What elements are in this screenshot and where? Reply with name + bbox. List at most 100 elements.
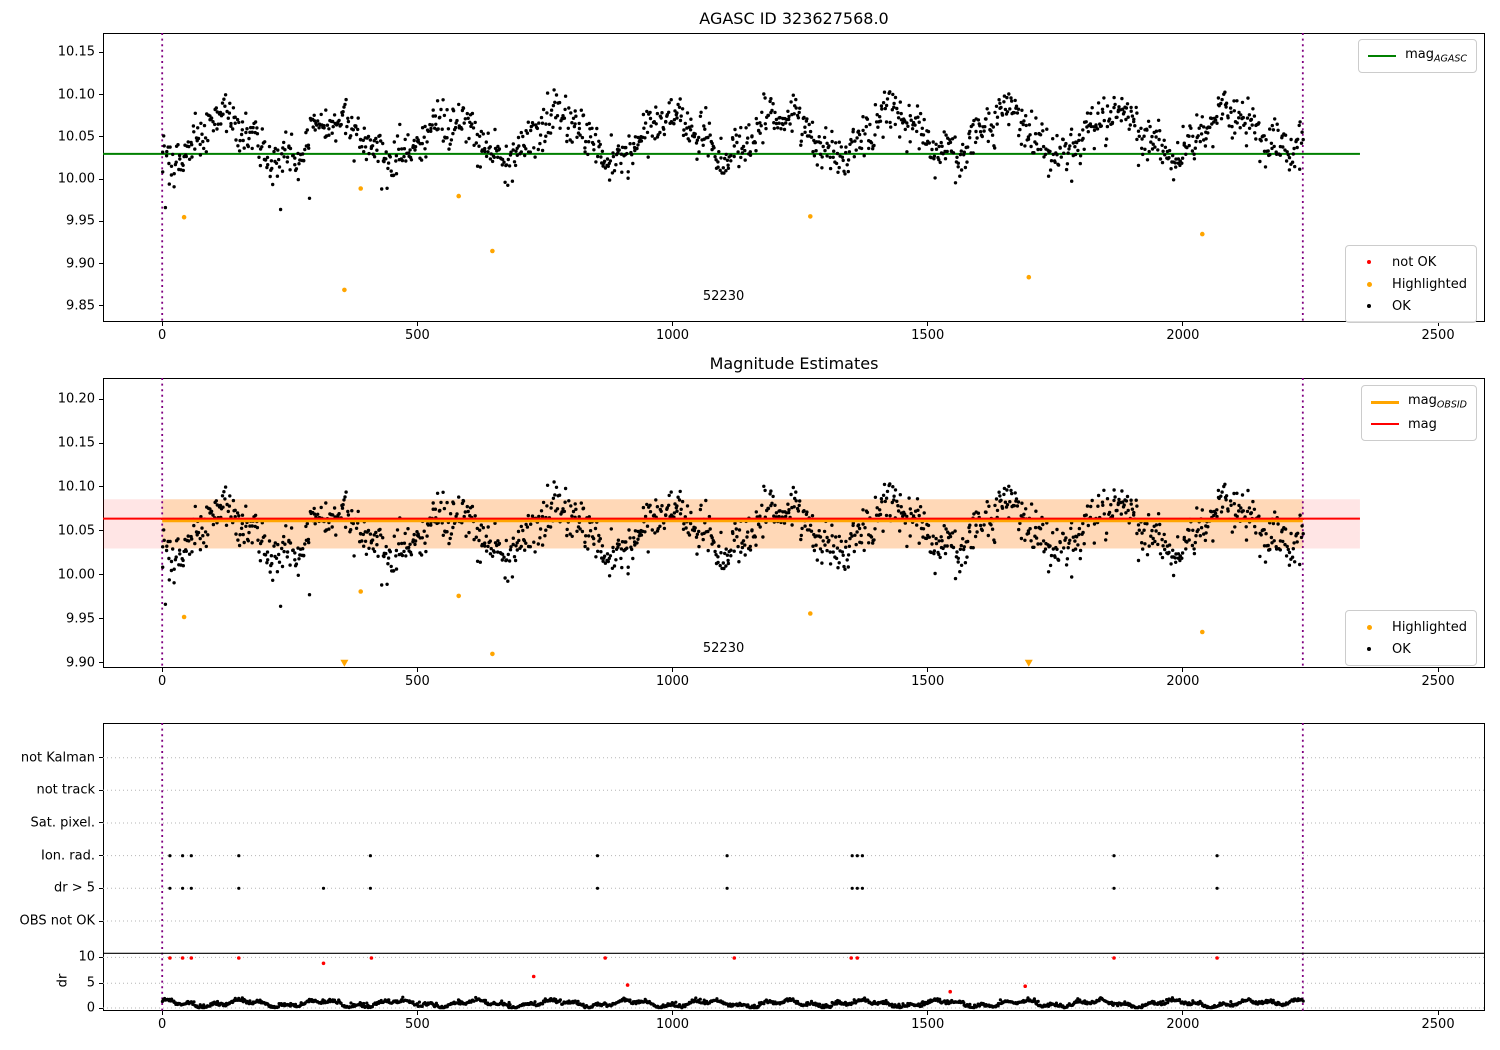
x-tick-mark [161, 322, 163, 326]
y-tick-mark [99, 178, 103, 180]
x-tick-label: 2500 [1421, 1017, 1455, 1032]
x-tick-label: 1500 [911, 1017, 945, 1032]
y-tick-label: 10.05 [57, 129, 95, 145]
y-tick-mark [99, 855, 103, 857]
x-tick-label: 500 [404, 1017, 430, 1032]
x-tick-mark [161, 1011, 163, 1015]
legend-dot-swatch-icon [1355, 304, 1383, 308]
flag-ion-rad-layer [168, 854, 1219, 858]
y-tick-label: 10.20 [57, 391, 95, 407]
x-tick-mark [1437, 322, 1439, 326]
x-tick-label: 1500 [911, 328, 945, 343]
y-tick-label: 10.10 [57, 479, 95, 495]
legend-item: OK [1355, 638, 1467, 660]
x-tick-label: 0 [158, 1017, 167, 1032]
legend-point-status-2: Highlighted OK [1345, 610, 1477, 666]
legend-item: Highlighted [1355, 273, 1467, 295]
x-tick-label: 0 [158, 674, 167, 689]
legend-mag-lines: magOBSID mag [1360, 385, 1477, 441]
legend-dot-swatch-icon [1355, 624, 1383, 630]
y-tick-label: 9.90 [66, 655, 95, 671]
y-tick-mark [99, 956, 103, 958]
legend-line-swatch-icon [1368, 55, 1397, 57]
legend-item: magOBSID [1370, 391, 1467, 413]
y-tick-label: 9.85 [66, 298, 95, 314]
flag-dr-gt5-layer [168, 886, 1219, 890]
dr-tick-label: 0 [86, 1000, 95, 1016]
x-tick-label: 1500 [911, 674, 945, 689]
uncertainty-band [103, 499, 1360, 549]
x-tick-label: 1000 [655, 328, 690, 343]
y-tick-mark [99, 51, 103, 53]
x-tick-mark [672, 668, 674, 672]
legend-dot-swatch-icon [1355, 281, 1383, 287]
y-tick-mark [99, 662, 103, 664]
plot-title-magnitude-estimates: Magnitude Estimates [709, 354, 879, 373]
dr-tick-label: 5 [86, 975, 95, 991]
y-tick-mark [99, 618, 103, 620]
x-tick-label: 2000 [1166, 674, 1200, 689]
flag-category-label: Sat. pixel. [30, 815, 95, 831]
flag-category-label: not track [36, 782, 95, 798]
clipped-low-marker-icon [340, 659, 349, 667]
y-tick-mark [99, 263, 103, 265]
y-tick-mark [99, 486, 103, 488]
y-tick-label: 10.05 [57, 523, 95, 539]
x-tick-mark [161, 668, 163, 672]
plot-canvas: 52230 [103, 33, 1360, 322]
legend-label: magOBSID [1407, 393, 1467, 411]
x-tick-label: 500 [404, 328, 430, 343]
flag-category-label: not Kalman [20, 750, 95, 766]
x-tick-mark [927, 322, 929, 326]
y-tick-label: 10.00 [57, 171, 95, 187]
y-tick-label: 10.15 [57, 435, 95, 451]
y-tick-label: 9.95 [66, 611, 95, 627]
legend-label: OK [1392, 298, 1411, 314]
obsid-label: 52230 [703, 641, 744, 656]
x-tick-label: 1000 [655, 674, 690, 689]
clipped-low-marker-icon [1024, 659, 1033, 667]
x-tick-label: 2000 [1166, 328, 1200, 343]
obsid-label: 52230 [703, 289, 744, 304]
y-tick-mark [99, 982, 103, 984]
legend-line-swatch-icon [1370, 423, 1399, 425]
y-tick-label: 10.15 [57, 44, 95, 60]
dr-axis-label: dr [55, 973, 71, 987]
y-tick-mark [99, 822, 103, 824]
dr-tick-label: 10 [78, 949, 95, 965]
legend-dot-swatch-icon [1355, 647, 1383, 651]
x-tick-mark [1182, 668, 1184, 672]
y-tick-mark [99, 789, 103, 791]
x-tick-mark [416, 668, 418, 672]
y-tick-mark [99, 887, 103, 889]
y-tick-label: 10.10 [57, 87, 95, 103]
x-tick-label: 2000 [1166, 1017, 1200, 1032]
y-tick-mark [99, 920, 103, 922]
y-tick-label: 9.90 [66, 256, 95, 272]
y-tick-mark [99, 305, 103, 307]
y-tick-mark [99, 757, 103, 759]
plot-title-agasc: AGASC ID 323627568.0 [699, 9, 889, 28]
x-tick-label: 1000 [655, 1017, 690, 1032]
dr-scatter-layer [160, 995, 1305, 1010]
x-tick-mark [416, 1011, 418, 1015]
x-tick-label: 2500 [1421, 674, 1455, 689]
legend-label: OK [1392, 641, 1411, 657]
legend-line-swatch-icon [1370, 400, 1399, 404]
y-tick-mark [99, 530, 103, 532]
legend-label: Highlighted [1392, 276, 1467, 292]
plot-canvas: 52230 [103, 378, 1360, 668]
y-tick-mark [99, 1007, 103, 1009]
legend-label: magAGASC [1405, 47, 1467, 65]
x-tick-label: 2500 [1421, 328, 1455, 343]
legend-item: OK [1355, 295, 1467, 317]
dr-capped-not-ok-layer [168, 956, 1219, 960]
uncertainty-band [162, 499, 1303, 549]
legend-point-status: not OK Highlighted OK [1345, 245, 1477, 323]
legend-label: mag [1407, 416, 1437, 432]
dr-not-ok-layer [321, 961, 1027, 994]
legend-item: Highlighted [1355, 616, 1467, 638]
axes-flags-dr [103, 723, 1485, 1011]
y-tick-label: 9.95 [66, 213, 95, 229]
